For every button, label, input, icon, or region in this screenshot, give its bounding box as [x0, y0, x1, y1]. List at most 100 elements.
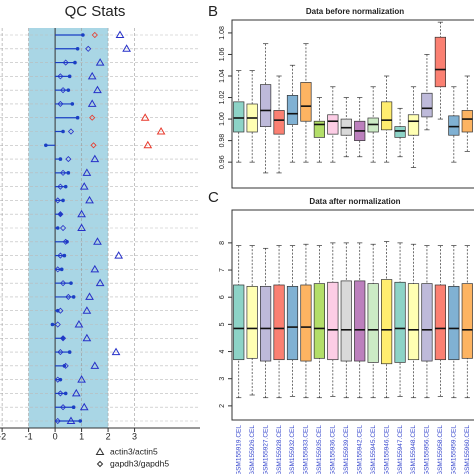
dot	[71, 295, 76, 299]
y-tick-label: 0.98	[219, 134, 226, 148]
triangle-marker	[111, 347, 121, 356]
triangle-marker	[71, 388, 81, 397]
box	[300, 284, 312, 362]
dot	[61, 198, 65, 203]
triangle-marker	[77, 375, 86, 383]
diamond-marker	[54, 197, 61, 204]
x-tick-label: GSM155959.CEL	[451, 425, 458, 474]
triangle-marker	[77, 209, 86, 218]
x-tick-label: 0	[53, 431, 58, 441]
box	[354, 280, 366, 362]
x-tick-label: GSM155928.CEL	[276, 425, 283, 474]
box	[381, 101, 393, 131]
lollipop	[55, 184, 68, 189]
diamond-marker	[85, 45, 92, 52]
x-tick-label: GSM155935.CEL	[316, 425, 323, 474]
dot	[62, 253, 67, 258]
dot	[62, 364, 67, 368]
triangle-marker	[95, 278, 105, 287]
dot	[67, 74, 72, 79]
triangle-marker	[156, 127, 166, 135]
x-tick-label: -1	[25, 431, 33, 441]
box	[448, 115, 460, 136]
diamond-marker	[59, 404, 67, 411]
dot	[44, 143, 48, 148]
triangle-marker	[90, 264, 100, 273]
x-tick-label: GSM155927.CEL	[262, 425, 269, 474]
diamond-marker	[54, 417, 61, 425]
x-tick-label: GSM155942.CEL	[356, 425, 363, 474]
box	[407, 114, 420, 136]
lollipop	[55, 226, 60, 230]
lollipop	[55, 33, 85, 37]
triangle-marker	[82, 168, 92, 176]
diamond-marker	[59, 335, 67, 342]
box	[381, 279, 393, 365]
box	[286, 285, 299, 361]
x-tick-label: 1	[79, 431, 84, 441]
legend-label: gapdh3/gapdh5	[110, 458, 169, 468]
triangle-marker	[85, 195, 94, 204]
triangle-marker	[66, 416, 76, 424]
dot	[81, 33, 85, 37]
box	[233, 284, 245, 361]
x-tick-label: GSM155948.CEL	[410, 425, 417, 474]
lollipop	[55, 281, 73, 285]
box	[233, 101, 245, 133]
x-tick-label: GSM155926.CEL	[249, 425, 256, 474]
lollipop	[55, 171, 71, 175]
box	[461, 110, 473, 133]
x-tick-label: GSM155960.CEL	[464, 425, 471, 474]
legend-marker	[95, 447, 105, 455]
triangle-marker	[79, 402, 89, 411]
diamond-marker	[57, 307, 64, 314]
diamond-marker	[59, 169, 67, 176]
panel-label: B	[208, 3, 218, 20]
triangle-marker	[114, 251, 124, 259]
triangle-marker	[82, 306, 92, 314]
lollipop	[55, 239, 69, 244]
box	[286, 95, 299, 125]
box	[260, 84, 272, 127]
diamond-marker	[62, 362, 69, 369]
triangle-marker	[74, 320, 84, 328]
diamond-marker	[90, 142, 97, 149]
diamond-marker	[91, 31, 98, 39]
box	[434, 284, 446, 361]
box	[260, 285, 272, 362]
dot	[67, 350, 72, 354]
dot	[66, 88, 71, 92]
dot	[75, 46, 80, 51]
dot	[61, 336, 65, 341]
dot	[61, 129, 65, 134]
dot	[69, 281, 73, 285]
y-tick-label: 8	[219, 241, 226, 245]
diamond-marker	[54, 376, 61, 383]
lollipop	[55, 405, 76, 410]
lollipop	[55, 129, 65, 134]
triangle-marker	[87, 71, 97, 80]
dot	[55, 226, 60, 230]
lollipop	[55, 157, 63, 161]
lollipop	[55, 115, 80, 120]
box	[313, 120, 325, 138]
diamond-marker	[57, 390, 64, 397]
diamond-marker	[89, 114, 96, 121]
x-tick-label: GSM155933.CEL	[303, 425, 310, 474]
y-tick-label: 1.04	[219, 69, 226, 83]
diamond-marker	[59, 87, 67, 94]
box	[273, 284, 285, 361]
triangle-marker	[77, 223, 86, 231]
diamond-marker	[57, 211, 64, 218]
triangle-marker	[90, 154, 100, 163]
lollipop	[50, 322, 56, 327]
box	[300, 82, 312, 122]
y-tick-label: 3	[219, 377, 226, 381]
dot	[58, 157, 63, 161]
chart-title: Data after normalization	[309, 197, 400, 206]
y-tick-label: 5	[219, 322, 226, 326]
box	[273, 110, 285, 135]
lollipop	[55, 391, 68, 396]
box	[340, 280, 352, 362]
